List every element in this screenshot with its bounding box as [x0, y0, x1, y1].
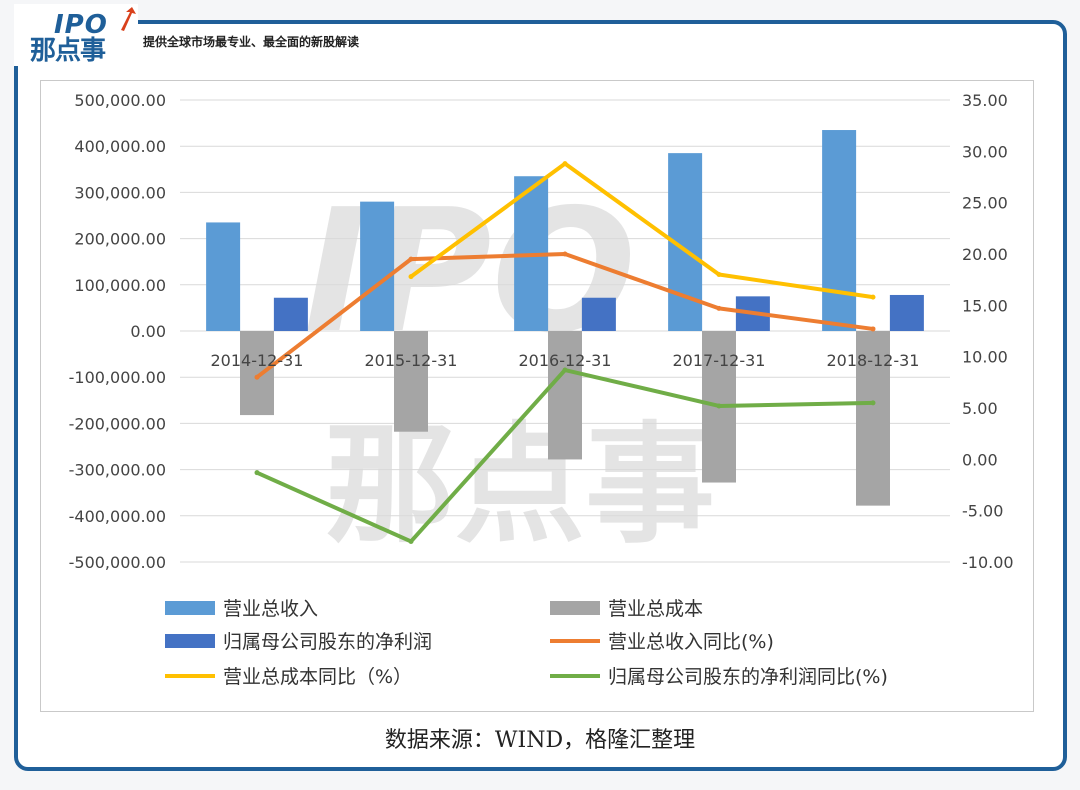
bar-revenue [206, 222, 241, 331]
bar-cost [394, 331, 428, 432]
left-axis-tick: 300,000.00 [74, 183, 166, 202]
left-axis-tick: -200,000.00 [69, 414, 166, 433]
point-net-profit-yoy [562, 367, 568, 373]
legend-label: 营业总收入同比(%) [608, 631, 774, 653]
bar-revenue [360, 201, 395, 331]
left-axis-tick: 0.00 [130, 322, 166, 341]
bar-net-profit [581, 297, 616, 331]
brand-logo: IPO 那点事 [14, 4, 138, 66]
point-cost-yoy [562, 161, 568, 167]
watermark-ipo: IPO [304, 173, 636, 371]
logo-ipo-text: IPO [54, 10, 108, 40]
bar-cost [856, 331, 890, 506]
legend-item: 营业总成本 [550, 598, 703, 620]
point-net-profit-yoy [254, 470, 260, 476]
point-revenue-yoy [870, 326, 876, 332]
right-axis-tick: -5.00 [962, 502, 1003, 521]
line-cost-yoy [409, 161, 875, 300]
right-axis-tick: 15.00 [962, 296, 1008, 315]
bar-revenue [822, 130, 857, 331]
right-axis-tick: 30.00 [962, 142, 1008, 161]
point-revenue-yoy [716, 305, 722, 311]
bar-cost [548, 331, 582, 460]
point-cost-yoy [716, 272, 722, 278]
header-tagline: 提供全球市场最专业、最全面的新股解读 [143, 35, 360, 49]
left-axis-tick: -400,000.00 [69, 507, 166, 526]
category-label: 2018-12-31 [827, 351, 920, 370]
bar-net-profit [889, 294, 924, 331]
category-label: 2015-12-31 [365, 351, 458, 370]
point-net-profit-yoy [716, 403, 722, 409]
legend-swatch [550, 601, 600, 615]
legend-item: 营业总成本同比（%） [165, 666, 412, 688]
category-label: 2017-12-31 [673, 351, 766, 370]
legend-item: 归属母公司股东的净利润 [165, 631, 432, 653]
point-net-profit-yoy [870, 400, 876, 406]
category-label: 2016-12-31 [519, 351, 612, 370]
right-axis-tick: 10.00 [962, 348, 1008, 367]
point-revenue-yoy [408, 256, 414, 262]
bar-net-profit [273, 297, 308, 331]
point-net-profit-yoy [408, 538, 414, 544]
left-axis-tick: 400,000.00 [74, 137, 166, 156]
right-axis-tick: 25.00 [962, 194, 1008, 213]
logo-arrow-icon [121, 7, 136, 31]
bar-cost [240, 331, 274, 416]
category-label: 2014-12-31 [211, 351, 304, 370]
right-axis-tick: 35.00 [962, 91, 1008, 110]
legend-item: 营业总收入 [165, 598, 318, 620]
point-cost-yoy [870, 294, 876, 300]
left-axis-tick: -500,000.00 [69, 553, 166, 572]
legend-swatch [165, 634, 215, 648]
legend-label: 归属母公司股东的净利润同比(%) [608, 666, 888, 688]
point-revenue-yoy [562, 251, 568, 257]
legend-label: 营业总成本同比（%） [223, 666, 412, 688]
data-source-note: 数据来源：WIND，格隆汇整理 [384, 728, 696, 753]
right-axis-tick: -10.00 [962, 553, 1014, 572]
point-cost-yoy [408, 274, 414, 280]
right-axis-tick: 0.00 [962, 450, 998, 469]
left-axis-tick: 100,000.00 [74, 276, 166, 295]
logo-name-text: 那点事 [30, 36, 106, 66]
right-axis-tick: 5.00 [962, 399, 998, 418]
left-axis-tick: 500,000.00 [74, 91, 166, 110]
point-revenue-yoy [254, 374, 260, 380]
legend-swatch [165, 601, 215, 615]
legend-label: 营业总收入 [223, 598, 318, 620]
left-axis-tick: -300,000.00 [69, 461, 166, 480]
watermark-name: 那点事 [325, 409, 715, 561]
legend-item: 营业总收入同比(%) [550, 631, 774, 653]
left-axis-tick: -100,000.00 [69, 368, 166, 387]
right-axis-tick: 20.00 [962, 245, 1008, 264]
legend-item: 归属母公司股东的净利润同比(%) [550, 666, 888, 688]
legend-label: 营业总成本 [608, 598, 703, 620]
left-axis-tick: 200,000.00 [74, 230, 166, 249]
legend-label: 归属母公司股东的净利润 [223, 631, 432, 653]
